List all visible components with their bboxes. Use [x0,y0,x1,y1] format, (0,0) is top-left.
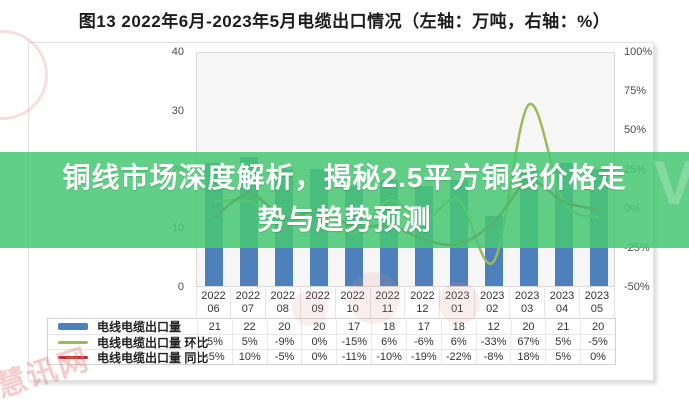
table-value-cell: 17 [336,319,371,334]
table-value-cell: -11% [336,350,371,364]
table-value-cell: 17 [405,319,441,334]
table-row: 电线电缆出口量 21 22 20 20 17 18 17 18 12 20 21 20 [48,319,615,334]
x-axis-label: 2022 11 [371,288,406,318]
x-axis-label: 2022 06 [196,288,231,318]
table-value-cell: 18 [440,319,476,334]
table-value-cell: 18 [371,319,406,334]
table-value-cell: 0% [580,350,615,364]
axis-tick: 30 [171,104,184,117]
table-value-cell: 20 [266,319,302,334]
data-table: 电线电缆出口量 21 22 20 20 17 18 17 18 12 20 21 20 电线电缆出口量 环… [47,318,616,365]
table-value-cell: -10% [371,350,406,364]
table-value-cell: 18% [510,350,545,364]
table-value-cell: 22 [231,319,267,334]
legend-cell: 电线电缆出口量 [48,318,197,335]
table-value-cell: 6% [371,335,406,349]
table-value-cell: 5% [231,335,267,349]
table-value-cell: -9% [266,335,302,349]
table-value-cell: -5% [197,350,232,364]
table-value-cell: 20 [580,319,615,334]
axis-tick: 0 [177,281,184,293]
table-value-cell: -5% [580,335,615,349]
x-axis-label: 2022 12 [405,288,441,318]
line-legend-swatch-icon [58,340,88,344]
x-axis-labels: 2022 06 2022 07 2022 08 2022 09 2022 10 2022 11 2022… [196,288,616,318]
headline-line-1: 铜线市场深度解析，揭秘2.5平方铜线价格走 [62,162,627,193]
x-axis-label: 2023 02 [475,288,511,318]
chart-title: 图13 2022年6月-2023年5月电缆出口情况（左轴：万吨，右轴：%） [78,12,611,31]
table-value-cell: -8% [475,350,511,364]
table-value-cell: -19% [405,350,441,364]
table-value-cell: -33% [475,335,511,349]
table-value-cell: 20 [510,319,546,334]
table-row: 电线电缆出口量 同比 -5% 10% -5% 0% -11% -10% -19% -22% -8%… [48,349,615,366]
axis-tick: -50% [624,281,650,293]
axis-tick: 100% [624,46,653,58]
table-value-cell: 67% [510,335,545,349]
x-axis-label: 2023 01 [440,288,476,318]
table-value-cell: 12 [475,319,511,334]
table-value-cell: 0% [301,350,336,364]
axis-tick: 40 [171,46,184,58]
headline-line-2: 势与趋势预测 [257,204,432,235]
axis-tick: 75% [624,85,647,98]
table-value-cell: 0% [301,335,336,349]
legend-label: 电线电缆出口量 环比 [97,335,209,350]
x-axis-label: 2022 09 [301,288,336,318]
table-value-cell: 5% [197,335,232,349]
headline-banner: 铜线市场深度解析，揭秘2.5平方铜线价格走 势与趋势预测 V [0,152,689,248]
legend-cell: 电线电缆出口量 同比 [48,349,208,366]
x-axis-label: 2023 04 [545,288,580,318]
x-axis-label: 2022 07 [231,288,266,318]
table-value-cell: 21 [196,319,232,334]
axis-tick: 50% [624,124,647,137]
banner-vee-mark: V [653,149,689,218]
legend-label: 电线电缆出口量 同比 [97,350,209,365]
table-value-cell: 21 [545,319,580,334]
table-value-cell: -15% [336,335,371,349]
x-axis-label: 2023 03 [510,288,546,318]
table-value-cell: 10% [231,350,267,364]
line-legend-swatch-icon [58,355,88,359]
table-value-cell: 20 [301,319,336,334]
x-axis-label: 2022 10 [336,288,371,318]
table-row: 电线电缆出口量 环比 5% 5% -9% 0% -15% 6% -6% 6% -33% 67% 5% -… [48,334,615,351]
table-value-cell: -6% [405,335,441,349]
table-value-cell: 6% [440,335,476,349]
table-value-cell: 5% [545,335,580,349]
table-value-cell: 5% [545,350,580,364]
table-value-cell: -5% [266,350,302,364]
legend-label: 电线电缆出口量 [97,320,182,334]
table-value-cell: -22% [440,350,476,364]
legend-cell: 电线电缆出口量 环比 [48,334,208,351]
x-axis-label: 2022 08 [266,288,301,318]
x-axis-label: 2023 05 [580,288,615,318]
bar-legend-swatch-icon [58,323,88,330]
